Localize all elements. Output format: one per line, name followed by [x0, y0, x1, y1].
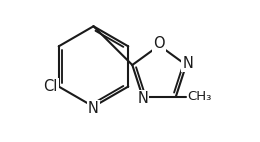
Text: N: N [137, 91, 148, 106]
Text: N: N [183, 56, 193, 71]
Text: CH₃: CH₃ [187, 90, 211, 103]
Text: Cl: Cl [43, 79, 58, 94]
Text: N: N [88, 101, 99, 116]
Text: O: O [153, 36, 165, 51]
